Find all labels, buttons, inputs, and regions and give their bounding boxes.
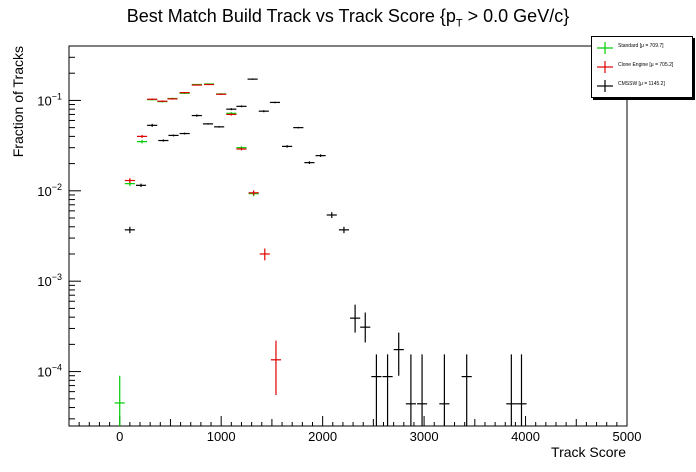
- x-axis: 0 1000 2000 3000 4000 5000: [68, 416, 642, 444]
- data-point: [461, 354, 472, 426]
- data-point: [248, 190, 259, 196]
- legend-entry: CMSSW [μ = 1145.2]: [592, 77, 692, 95]
- legend: Standard [μ = 709.7] Clone Engine [μ = 70…: [591, 36, 693, 98]
- data-point: [282, 145, 293, 148]
- legend-label: CMSSW [μ = 1145.2]: [618, 81, 665, 87]
- x-axis-label: Track Score: [551, 444, 626, 460]
- data-point: [124, 226, 135, 234]
- chart-title-main: Best Match Build Track vs Track Score {p: [126, 6, 456, 26]
- data-point: [226, 113, 237, 116]
- legend-label: Standard [μ = 709.7]: [618, 43, 664, 49]
- data-point: [191, 114, 202, 117]
- data-point: [236, 147, 247, 151]
- x-tick-label: 5000: [613, 429, 642, 444]
- data-point: [135, 183, 147, 188]
- data-point: [168, 134, 179, 137]
- data-point: [360, 312, 371, 343]
- data-point: [158, 139, 169, 142]
- data-point: [179, 132, 190, 135]
- y-tick-label: 10−1: [37, 91, 62, 108]
- data-point: [136, 134, 148, 138]
- data-point: [124, 178, 135, 184]
- data-point: [315, 154, 326, 157]
- data-point: [114, 375, 125, 426]
- data-point: [247, 78, 258, 80]
- data-point: [216, 93, 227, 95]
- series-clone-engine: [124, 83, 282, 396]
- x-tick-label: 2000: [308, 429, 337, 444]
- data-point: [203, 83, 215, 86]
- data-point: [179, 91, 190, 94]
- data-point: [191, 84, 202, 86]
- y-tick-label: 10−3: [37, 272, 62, 289]
- data-point: [382, 354, 393, 426]
- series-cmssw: [124, 78, 527, 426]
- data-point: [147, 98, 158, 101]
- data-point: [157, 100, 168, 103]
- data-point: [214, 126, 225, 128]
- data-point: [293, 126, 304, 129]
- y-axis-label: Fraction of Tracks: [10, 46, 26, 157]
- data-point: [326, 212, 337, 219]
- legend-label: Clone Engine [μ = 705.2]: [618, 62, 674, 68]
- data-point: [338, 226, 350, 234]
- data-point: [136, 139, 148, 144]
- data-point: [270, 340, 282, 396]
- legend-entry: Standard [μ = 709.7]: [592, 39, 692, 57]
- data-point: [393, 332, 404, 376]
- series-standard: [114, 83, 259, 426]
- data-point: [506, 354, 517, 426]
- x-tick-label: 3000: [410, 429, 439, 444]
- legend-entry: Clone Engine [μ = 705.2]: [592, 58, 692, 76]
- y-axis: 10−4 10−3 10−2 10−1: [37, 45, 81, 420]
- data-point: [439, 354, 450, 426]
- chart-title-tail: > 0.0 GeV/c}: [462, 6, 570, 26]
- data-point: [202, 123, 214, 125]
- legend-marker: [596, 79, 614, 93]
- data-point: [226, 108, 237, 111]
- legend-marker: [596, 41, 614, 55]
- plot-frame: [68, 45, 628, 427]
- x-tick-label: 4000: [511, 429, 540, 444]
- legend-marker: [596, 60, 614, 74]
- y-tick-label: 10−2: [37, 182, 62, 199]
- data-point: [258, 110, 269, 113]
- data-points: [114, 78, 527, 426]
- chart-title-subscript: T: [455, 17, 463, 30]
- data-point: [405, 354, 416, 426]
- data-point: [516, 354, 527, 426]
- data-point: [259, 248, 270, 261]
- x-tick-label: 0: [116, 429, 123, 444]
- data-point: [147, 123, 158, 127]
- data-point: [236, 105, 247, 108]
- data-point: [371, 354, 382, 426]
- data-point: [416, 354, 428, 426]
- y-tick-label: 10−4: [37, 363, 62, 380]
- x-tick-label: 1000: [207, 429, 236, 444]
- chart-title: Best Match Build Track vs Track Score {p…: [0, 6, 696, 30]
- data-point: [304, 161, 315, 164]
- data-point: [350, 304, 361, 333]
- data-point: [269, 101, 281, 104]
- data-point: [167, 98, 178, 100]
